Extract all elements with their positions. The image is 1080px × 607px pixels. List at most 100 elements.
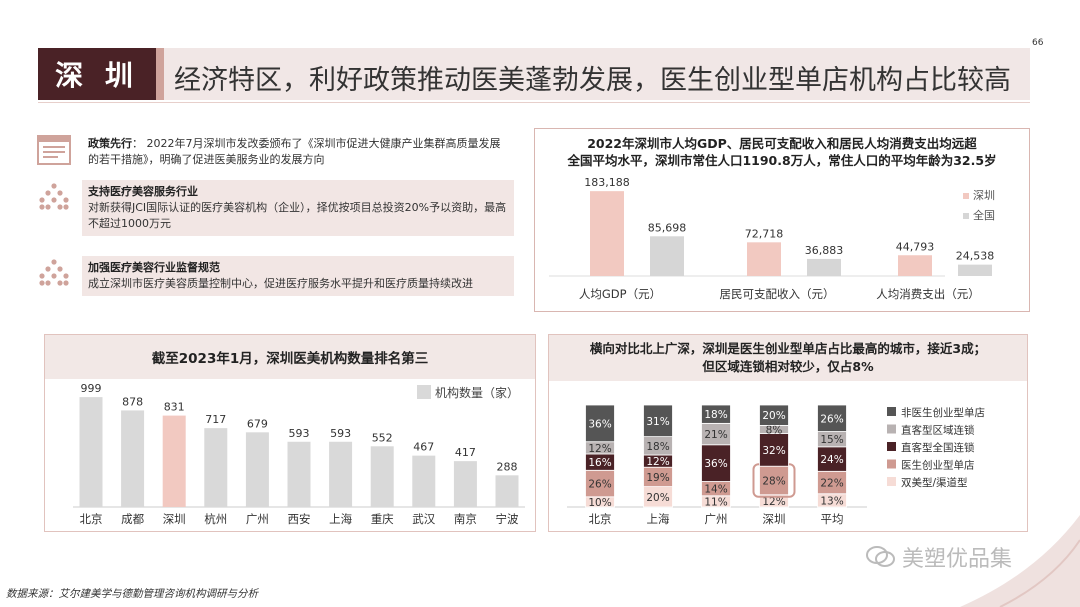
- policy-heading: 加强医疗美容行业监督规范: [88, 261, 220, 274]
- bar-西安: [287, 441, 311, 507]
- segment-label: 28%: [762, 475, 785, 487]
- data-label: 24,538: [956, 250, 995, 263]
- watermark: 美塑优品集: [866, 541, 1012, 573]
- title-bar: [38, 48, 1030, 100]
- city-badge: 深 圳: [38, 48, 156, 100]
- bar-南京: [453, 461, 477, 507]
- segment-label: 12%: [762, 496, 785, 508]
- legend-label: 直客型全国连锁: [901, 441, 975, 454]
- segment-医生创业型单店-北京: [585, 469, 615, 498]
- data-label: 85,698: [648, 221, 687, 234]
- segment-label: 14%: [704, 484, 727, 496]
- legend-swatch: [963, 193, 969, 199]
- segment-label: 20%: [646, 492, 669, 504]
- bar-重庆: [370, 446, 394, 507]
- category-label: 广州: [246, 512, 269, 526]
- dot-triangle-icon: [39, 259, 69, 286]
- page-title: 经济特区，利好政策推动医美蓬勃发展，医生创业型单店机构占比较高: [174, 65, 1011, 96]
- income-bars: 183,188 85,698 人均GDP（元） 72,718 36,883 居民可支配收入…: [549, 176, 995, 301]
- category-label: 上海: [647, 512, 670, 526]
- category-label: 平均: [821, 512, 844, 526]
- category-label: 居民可支配收入（元）: [720, 287, 835, 301]
- legend-label: 医生创业型单店: [901, 459, 975, 472]
- ranking-bars: 999 北京 878 成都 831 深圳 717 杭州 679 广州 593 西安 593 上海 552 重庆…: [73, 382, 525, 526]
- policy-heading: 政策先行: [88, 137, 132, 150]
- segment-label: 11%: [704, 496, 727, 508]
- bar-深圳: [162, 415, 186, 507]
- legend-label: 全国: [973, 208, 995, 222]
- segment-label: 18%: [646, 441, 669, 453]
- data-label: 878: [122, 395, 143, 408]
- policy-body: 2022年7月深圳市发改委颁布了《深圳市促进大健康产业集群高质量发展的若干措施》…: [88, 137, 501, 166]
- legend-swatch: [887, 407, 896, 416]
- category-label: 人均消费支出（元）: [876, 287, 980, 301]
- segment-label: 36%: [704, 458, 727, 470]
- data-label: 717: [205, 413, 226, 426]
- legend-label: 深圳: [973, 189, 995, 202]
- bar-武汉: [412, 455, 436, 507]
- segment-label: 26%: [820, 413, 843, 425]
- chart-title: 截至2023年1月，深圳医美机构数量排名第三: [45, 335, 535, 379]
- legend-swatch: [887, 459, 896, 469]
- category-label: 深圳: [763, 512, 786, 526]
- segment-label: 13%: [820, 495, 843, 507]
- bar-全国-居民可支配收入（元）: [807, 258, 841, 276]
- header-divider: [38, 102, 1030, 103]
- segment-非医生创业型单店-北京: [585, 404, 615, 443]
- segment-label: 10%: [588, 497, 611, 509]
- bar-全国-人均消费支出（元）: [958, 264, 992, 276]
- policy-item-1: 政策先行： 2022年7月深圳市发改委颁布了《深圳市促进大健康产业集群高质量发展…: [36, 132, 514, 172]
- segment-label: 26%: [588, 479, 611, 491]
- legend-swatch: [887, 477, 896, 486]
- segment-label: 12%: [588, 443, 611, 455]
- page-number: 66: [1032, 38, 1044, 48]
- legend-label: 机构数量（家）: [435, 385, 519, 400]
- category-label: 杭州: [204, 512, 227, 526]
- segment-label: 16%: [588, 457, 611, 469]
- segment-label: 20%: [762, 410, 785, 422]
- data-label: 183,188: [584, 176, 630, 189]
- segment-非医生创业型单店-广州: [701, 404, 731, 424]
- policy-item-3: 加强医疗美容行业监督规范 成立深圳市医疗美容质量控制中心，促进医疗服务水平提升和…: [36, 256, 514, 314]
- legend-label: 双美型/渠道型: [901, 476, 968, 489]
- segment-非医生创业型单店-上海: [643, 404, 673, 438]
- chart-title: 横向对比北上广深，深圳是医生创业型单店占比最高的城市，接近3成； 但区域连锁相对…: [549, 335, 1027, 381]
- category-label: 武汉: [412, 512, 435, 526]
- segment-直客型全国连锁-深圳: [759, 433, 789, 467]
- watermark-text: 美塑优品集: [902, 547, 1013, 572]
- category-label: 上海: [329, 512, 352, 526]
- bar-杭州: [204, 428, 228, 507]
- segment-label: 19%: [646, 472, 669, 484]
- segment-医生创业型单店-深圳: [759, 465, 789, 496]
- category-label: 重庆: [371, 512, 394, 526]
- dot-triangle-icon: [39, 183, 69, 210]
- institution-ranking-chart: 截至2023年1月，深圳医美机构数量排名第三 999 北京 878 成都 831 深圳 71…: [44, 334, 536, 532]
- legend-label: 直客型区域连锁: [901, 424, 975, 437]
- segment-label: 18%: [704, 409, 727, 421]
- institution-type-share-chart: 横向对比北上广深，深圳是医生创业型单店占比最高的城市，接近3成； 但区域连锁相对…: [548, 334, 1028, 532]
- segment-label: 36%: [588, 418, 611, 430]
- segment-label: 24%: [820, 454, 843, 466]
- category-label: 西安: [288, 512, 311, 526]
- chart-title: 2022年深圳市人均GDP、居民可支配收入和居民人均消费支出均远超 全国平均水平…: [567, 136, 997, 168]
- bar-上海: [329, 441, 353, 507]
- bar-成都: [121, 410, 145, 507]
- segment-label: 31%: [646, 416, 669, 428]
- category-label: 宁波: [496, 512, 519, 526]
- data-label: 999: [81, 382, 102, 395]
- data-label: 72,718: [745, 227, 784, 240]
- segment-直客型全国连锁-广州: [701, 444, 731, 482]
- data-label: 288: [497, 460, 518, 473]
- policy-body: 成立深圳市医疗美容质量控制中心，促进医疗服务水平提升和医疗质量持续改进: [88, 277, 473, 290]
- bar-深圳-居民可支配收入（元）: [747, 242, 781, 276]
- share-stacked-bars: 10% 26% 16% 12% 36% 北京 20% 19% 12% 18% 31% 上海 11%14%…: [567, 404, 985, 526]
- bar-深圳-人均GDP（元）: [590, 191, 624, 276]
- data-source: 数据来源：艾尔建美学与德勤管理咨询机构调研与分析: [6, 588, 258, 600]
- income-comparison-chart: 2022年深圳市人均GDP、居民可支配收入和居民人均消费支出均远超 全国平均水平…: [534, 128, 1030, 312]
- policy-body: 对新获得JCI国际认证的医疗美容机构（企业），择优按项目总投资20%予以资助，最…: [88, 201, 507, 230]
- bar-广州: [245, 432, 269, 507]
- data-label: 417: [455, 446, 476, 459]
- data-label: 552: [372, 431, 393, 444]
- category-label: 南京: [454, 512, 477, 526]
